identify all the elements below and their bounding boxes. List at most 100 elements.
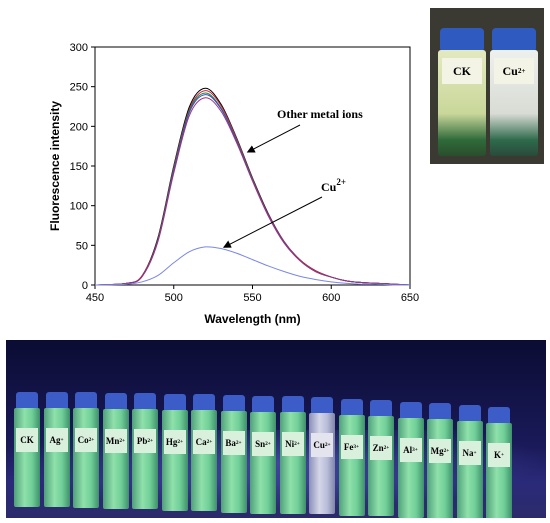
chart-annotations: Other metal ions Cu2+ [222,107,363,248]
vial-body [102,409,129,509]
y-tick-label: 250 [70,82,88,94]
chart-series [94,87,411,286]
vial-cap [492,28,536,52]
vial-na: Na + [456,405,483,518]
vial-label-charge: 2+ [235,440,242,446]
vial-label-text: Ag [49,435,61,445]
vial-label: Sn 2+ [252,432,274,456]
vial-label-text: Pb [136,436,148,446]
vial-label-charge: 2+ [443,448,450,454]
vial-ba: Ba 2+ [220,395,247,513]
vial-hg: Hg 2+ [161,394,188,511]
vial-label-text: Mg [430,446,444,456]
vial-label-text: Ni [285,439,295,449]
vial-mn: Mn 2+ [102,393,129,509]
vial-label: Na + [458,441,481,465]
vial-label-charge: 3+ [412,447,418,453]
vial-cap [222,395,245,413]
vial-body [73,408,99,508]
vial-body [250,412,276,514]
vial-body [43,408,70,508]
y-tick-label: 0 [82,280,88,292]
vial-label-charge: 2+ [147,438,154,444]
vial-label: Ca 2+ [193,430,215,454]
series-line-2 [94,92,411,286]
ck-vial: CK [438,28,486,156]
vial-body [309,413,335,515]
vial-label: Zn 2+ [370,436,392,460]
vial-body [132,409,158,510]
vial-label-charge: 2+ [88,437,95,443]
vial-label-text: CK [20,435,34,445]
vial-cap [399,402,422,420]
annotation-arrow-other [246,124,301,153]
cu-vial: Cu 2+ [490,28,538,156]
series-line-5 [94,246,411,286]
vial-label-charge: 2+ [119,438,126,444]
vial-label: Cu 2+ [311,433,333,457]
vial-label-text: Ba [225,438,236,448]
x-tick-label: 550 [243,292,261,304]
vial-label: Fe 3+ [340,435,363,459]
plot-frame [94,46,411,286]
vial-body [456,421,483,518]
vial-cap [252,396,274,414]
vial-cu: Cu 2+ [309,397,335,515]
vial-label-charge: + [473,450,477,456]
vial-body [220,411,247,513]
vial-cap [193,394,215,412]
vial-fe: Fe 3+ [338,399,365,516]
vial-label-text: Ca [195,437,207,447]
vial-cap [311,397,333,415]
annotation-other-metal-ions: Other metal ions [277,107,363,121]
vial-body [191,410,217,512]
series-line-4 [94,97,411,286]
vial-k: K + [486,407,512,518]
vial-body [427,419,453,518]
vial-pb: Pb 2+ [132,393,158,510]
vial-sn: Sn 2+ [250,396,276,514]
y-tick-label: 200 [70,121,88,133]
vial-label: CK [16,428,38,452]
vial-body [486,423,512,518]
vial-label-text: Cu [313,440,325,450]
vial-zn: Zn 2+ [368,400,394,517]
y-tick-label: 100 [70,201,88,213]
vial-label-charge: 2+ [206,439,213,445]
vial-label-charge: 2+ [324,442,331,448]
fluorescence-chart: 450 500 550 600 650 0 50 100 150 200 250 300 Wavelen… [48,42,419,326]
vial-cap [340,399,363,417]
vial-body [161,410,188,511]
vial-label-text: Hg [165,437,178,447]
x-tick-label: 600 [322,292,340,304]
vial-label: Ag + [45,428,68,452]
x-tick-label: 650 [401,292,419,304]
vial-body [338,415,365,516]
vial-co: Co 2+ [73,392,99,508]
vial-cap [45,392,68,410]
vial-label-text: Al [403,445,413,455]
vial-label-text: K [493,450,501,460]
vial-label: Pb 2+ [134,429,156,453]
vial-cap [488,407,510,425]
y-axis-label: Fluorescence intensity [48,101,62,231]
ck-label: CK [442,58,482,84]
vial-cap [134,393,156,411]
vial-label-charge: 2+ [294,441,300,447]
vial-cap [429,403,451,421]
vial-ag: Ag + [43,392,70,508]
vial-label: Ba 2+ [222,431,245,455]
vial-cap [104,393,127,411]
bottom-vials-photo: CK Ag + Co 2+ Mn 2+ Pb 2+ Hg 2+ Ca 2+ Ba 2+ Sn 2+ Ni 2+ Cu 2… [6,340,546,518]
vial-label-text: Fe [343,442,354,452]
vial-label-text: Sn [255,439,266,449]
vial-body [14,408,40,507]
vial-mg: Mg 2+ [427,403,453,518]
vial-label-charge: 2+ [265,441,271,447]
vial-ca: Ca 2+ [191,394,217,512]
vial-body [368,416,394,517]
vial-label-charge: + [500,452,505,458]
y-tick-label: 150 [70,161,88,173]
vial-body [279,412,306,514]
vial-label: Hg 2+ [163,430,186,454]
